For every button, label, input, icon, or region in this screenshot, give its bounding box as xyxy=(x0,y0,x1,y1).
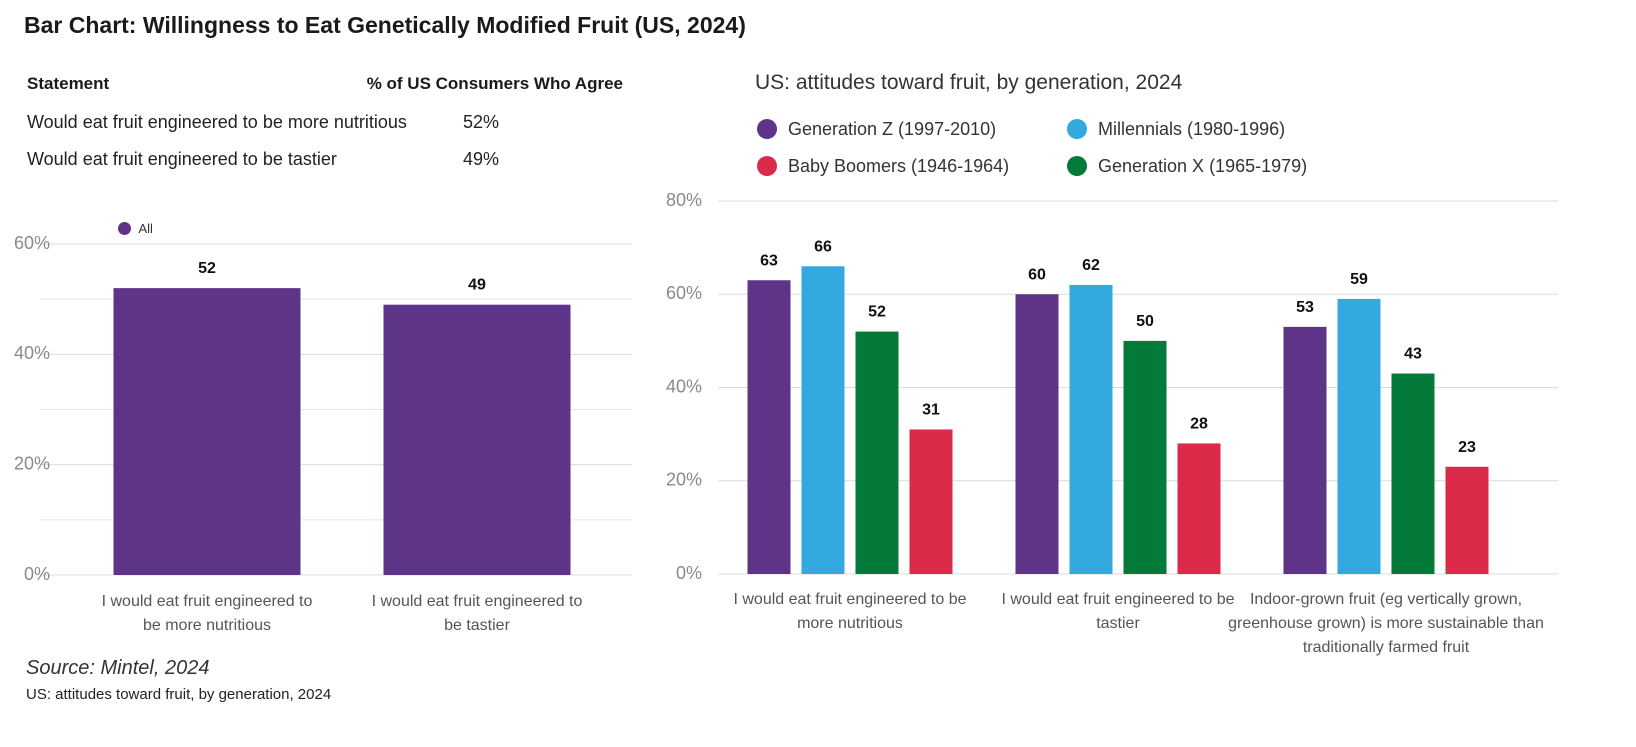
bar xyxy=(1177,443,1221,574)
y-tick-label: 0% xyxy=(676,563,702,583)
y-tick-label: 80% xyxy=(666,190,702,210)
x-tick-label: I would eat fruit engineered to be tasti… xyxy=(371,593,583,634)
table-cell: Would eat fruit engineered to be more nu… xyxy=(27,112,407,132)
note: US: attitudes toward fruit, by generatio… xyxy=(26,686,332,703)
legend-label: All xyxy=(138,220,153,236)
legend-marker xyxy=(757,119,777,139)
y-tick-label: 20% xyxy=(666,470,702,490)
bar xyxy=(1391,373,1435,574)
page-title: Bar Chart: Willingness to Eat Geneticall… xyxy=(24,12,746,38)
legend-item: Millennials (1980-1996) xyxy=(1067,117,1636,141)
table-cell: 49% xyxy=(463,149,500,169)
value-label: 53 xyxy=(1296,299,1314,316)
value-label: 52 xyxy=(868,304,886,321)
bar xyxy=(1123,340,1167,574)
bar xyxy=(1069,284,1113,574)
value-label: 63 xyxy=(760,252,778,269)
legend-item: Baby Boomers (1946-1964) xyxy=(757,154,1636,178)
value-label: 60 xyxy=(1028,266,1046,283)
value-label: 66 xyxy=(814,238,832,255)
legend-item: Generation X (1965-1979) xyxy=(1067,154,1310,178)
source: Source: Mintel, 2024 xyxy=(26,657,210,679)
y-tick-label: 60% xyxy=(666,283,702,303)
legend-marker xyxy=(118,221,131,235)
legend-label: Generation Z (1997-2010) xyxy=(788,118,997,139)
value-label: 49 xyxy=(468,277,486,294)
y-tick-label: 60% xyxy=(14,233,50,253)
value-label: 28 xyxy=(1190,415,1208,432)
bar xyxy=(1015,294,1059,574)
value-label: 50 xyxy=(1136,313,1154,330)
y-tick-label: 0% xyxy=(24,564,50,584)
bar xyxy=(801,266,845,574)
bar xyxy=(747,280,791,574)
y-tick-label: 40% xyxy=(14,343,50,363)
value-label: 23 xyxy=(1458,439,1476,456)
table-header: Statement xyxy=(27,74,110,93)
value-label: 31 xyxy=(922,401,940,418)
x-tick-label: I would eat fruit engineered to be more … xyxy=(733,591,967,632)
table-cell: Would eat fruit engineered to be tastier xyxy=(27,149,337,169)
y-tick-label: 20% xyxy=(14,453,50,473)
x-tick-label: I would eat fruit engineered to be tasti… xyxy=(1001,591,1235,632)
legend-item: All xyxy=(118,216,218,240)
table-cell: 52% xyxy=(463,112,500,132)
legend-label: Baby Boomers (1946-1964) xyxy=(788,155,1010,176)
value-label: 52 xyxy=(198,260,216,277)
bar xyxy=(1283,326,1327,574)
value-label: 62 xyxy=(1082,257,1100,274)
chart-title: US: attitudes toward fruit, by generatio… xyxy=(755,71,1183,94)
bar xyxy=(113,288,301,575)
y-tick-label: 40% xyxy=(666,376,702,396)
legend-label: Generation X (1965-1979) xyxy=(1098,155,1308,176)
bar xyxy=(1337,298,1381,574)
bar xyxy=(1445,466,1489,574)
x-tick-label: I would eat fruit engineered to be more … xyxy=(101,593,313,634)
legend-item: Generation Z (1997-2010) xyxy=(757,117,1636,141)
legend-marker xyxy=(757,156,777,176)
bar xyxy=(855,331,899,574)
table-header: % of US Consumers Who Agree xyxy=(366,74,623,93)
legend-label: Millennials (1980-1996) xyxy=(1098,118,1286,139)
x-tick-label: Indoor-grown fruit (eg vertically grown,… xyxy=(1228,591,1544,656)
legend-marker xyxy=(1067,119,1087,139)
value-label: 59 xyxy=(1350,271,1368,288)
value-label: 43 xyxy=(1404,346,1422,363)
bar xyxy=(383,304,571,575)
bar xyxy=(909,429,953,574)
legend-marker xyxy=(1067,156,1087,176)
